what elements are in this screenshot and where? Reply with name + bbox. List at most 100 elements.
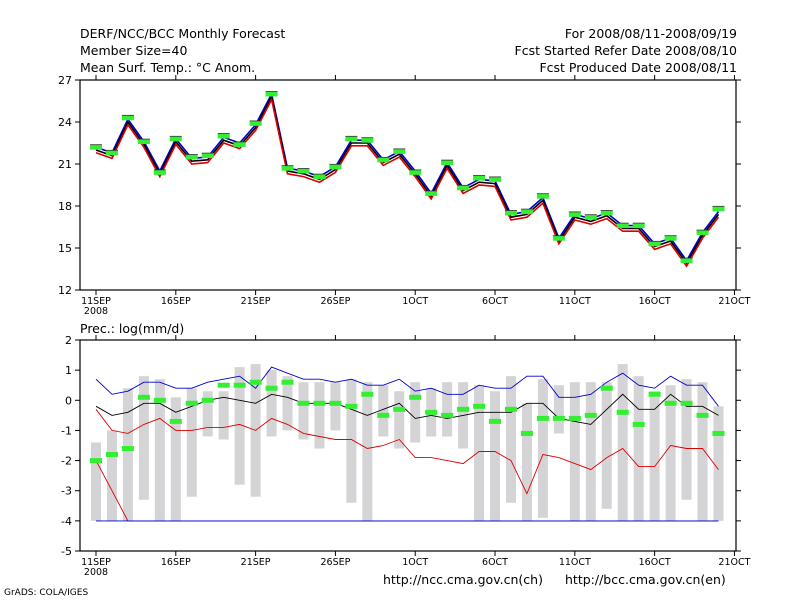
prec-spread-bar <box>122 388 133 521</box>
prec-spread-bar <box>521 403 532 521</box>
prec-upper-line <box>95 366 719 407</box>
bcc-url[interactable]: http://bcc.cma.gov.cn(en) <box>565 572 726 587</box>
fcst-produced-date: Fcst Produced Date 2008/08/11 <box>539 60 737 75</box>
prec-year-label: 2008 <box>84 567 108 578</box>
prec-spread-bar <box>234 367 245 485</box>
prec-obs-marker <box>297 400 310 406</box>
temp-mean-line <box>95 94 720 265</box>
forecast-period: For 2008/08/11-2008/09/19 <box>564 26 737 41</box>
prec-ytick-label: 0 <box>65 394 72 407</box>
prec-obs-marker <box>233 382 246 388</box>
prec-mean-line <box>95 393 719 425</box>
prec-obs-marker <box>425 409 438 415</box>
prec-ytick-label: 1 <box>65 364 72 377</box>
temp-ytick-label: 12 <box>58 284 72 297</box>
prec-obs-marker <box>249 379 262 385</box>
temp-obs-marker <box>616 223 629 229</box>
temp-obs-marker <box>265 91 278 97</box>
prec-xtick-label: 26SEP <box>320 557 350 568</box>
prec-obs-marker <box>329 400 342 406</box>
temp-obs-marker <box>90 144 102 150</box>
ncc-url[interactable]: http://ncc.cma.gov.cn(ch) <box>383 572 543 587</box>
temp-obs-marker <box>361 137 374 143</box>
prec-obs-marker <box>185 400 198 406</box>
prec-obs-marker <box>473 403 486 409</box>
prec-spread-bar <box>346 379 357 503</box>
prec-obs-marker <box>217 382 230 388</box>
prec-obs-marker <box>600 385 613 391</box>
temp-obs-marker <box>536 193 549 199</box>
prec-obs-marker <box>409 394 422 400</box>
prec-obs-marker <box>201 397 214 403</box>
prec-obs-marker <box>568 415 581 421</box>
temp-obs-marker <box>233 141 246 147</box>
prec-obs-marker <box>169 418 182 424</box>
prec-obs-marker <box>489 418 502 424</box>
temp-obs-marker <box>473 175 486 181</box>
prec-obs-marker <box>281 379 294 385</box>
prec-obs-marker <box>712 430 725 436</box>
temp-obs-marker <box>584 214 597 220</box>
temp-obs-marker <box>329 164 342 170</box>
prec-spread-bar <box>91 442 101 521</box>
temp-xtick-label: 11SEP <box>81 296 111 307</box>
prec-spread-bar <box>394 391 405 449</box>
prec-obs-marker <box>313 400 326 406</box>
temp-panel: 12 15 18 21 24 27 11SEP 16SEP 21SEP 26SEP 1OCT 6OCT… <box>58 74 751 317</box>
temp-xtick-label: 21OCT <box>718 296 750 307</box>
temp-obs-marker <box>393 148 406 154</box>
prec-spread-bar <box>553 385 564 434</box>
temp-obs-marker <box>520 209 533 215</box>
prec-spread-bar <box>505 376 516 503</box>
temp-obs-marker <box>696 230 709 236</box>
temp-ytick-label: 18 <box>58 200 72 213</box>
temp-obs-marker <box>648 241 661 247</box>
temp-obs-marker <box>409 169 422 175</box>
temp-obs-marker <box>105 150 118 156</box>
prec-spread-bar <box>362 382 373 521</box>
prec-obs-marker <box>441 412 454 418</box>
prec-obs-marker <box>457 406 470 412</box>
temp-xtick-label: 6OCT <box>482 296 508 307</box>
prec-obs-marker <box>680 400 693 406</box>
temp-obs-marker <box>137 139 150 145</box>
prec-obs-marker <box>584 412 597 418</box>
prec-spread-bar <box>154 379 165 521</box>
temp-obs-marker <box>313 174 326 180</box>
temp-obs-marker <box>680 258 693 264</box>
prec-ytick-label: -4 <box>61 515 72 528</box>
prec-obs-marker <box>137 394 150 400</box>
prec-xtick-label: 11OCT <box>559 557 591 568</box>
temp-ytick-label: 27 <box>58 74 72 87</box>
prec-xtick-label: 6OCT <box>482 557 508 568</box>
prec-xtick-label: 21OCT <box>718 557 750 568</box>
temp-ytick-label: 15 <box>58 242 72 255</box>
temp-obs-marker <box>664 235 677 241</box>
temp-obs-marker <box>632 223 645 229</box>
temp-year-label: 2008 <box>84 306 108 317</box>
prec-spread-bar <box>681 379 692 500</box>
prec-obs-marker <box>121 446 134 452</box>
prec-spread-bar <box>202 391 213 437</box>
prec-obs-marker <box>648 391 661 397</box>
prec-obs-marker <box>616 409 629 415</box>
prec-spread-bar <box>697 382 708 521</box>
prec-spread-bar <box>138 376 149 500</box>
prec-spread-bar <box>410 382 421 443</box>
prec-spread-bar <box>474 385 485 521</box>
temp-obs-marker <box>345 136 358 142</box>
variable-label: Mean Surf. Temp.: °C Anom. <box>80 60 256 75</box>
prec-spread-bar <box>282 376 293 431</box>
temp-ytick-label: 21 <box>58 158 72 171</box>
prec-obs-marker <box>536 415 549 421</box>
temp-obs-marker <box>457 185 470 191</box>
temp-obs-marker <box>568 211 581 217</box>
fcst-started-date: Fcst Started Refer Date 2008/08/10 <box>514 43 738 58</box>
prec-obs-marker <box>377 412 390 418</box>
temp-xtick-label: 21SEP <box>241 296 271 307</box>
prec-spread-bar <box>314 382 325 449</box>
temp-ytick-label: 24 <box>58 116 72 129</box>
prec-obs-marker <box>696 412 709 418</box>
temp-xtick-label: 16OCT <box>639 296 671 307</box>
